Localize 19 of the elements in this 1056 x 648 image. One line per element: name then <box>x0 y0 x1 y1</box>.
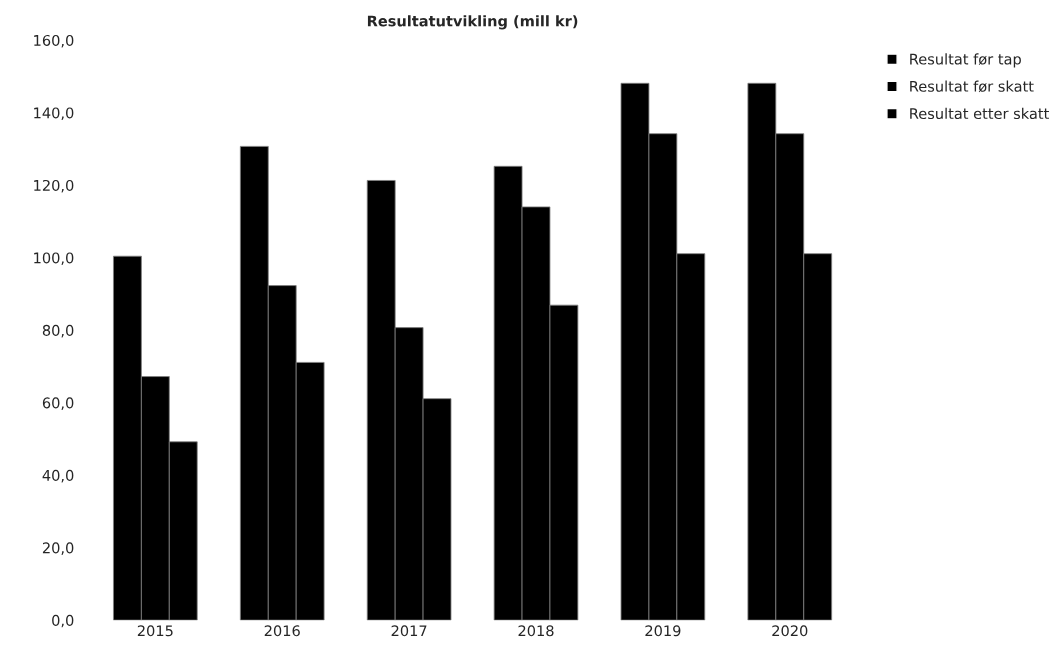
y-tick-label: 160,0 <box>34 34 74 48</box>
y-tick-label: 120,0 <box>34 179 74 193</box>
y-tick-label: 80,0 <box>42 324 74 338</box>
y-tick-label: 140,0 <box>34 107 74 120</box>
y-tick-label: 60,0 <box>42 397 74 410</box>
legend-label: Resultat etter skatt <box>910 107 1049 120</box>
y-tick-label: 100,0 <box>34 252 74 265</box>
y-tick-label: 0,0 <box>52 614 74 628</box>
x-tick-label: 2015 <box>137 625 173 637</box>
chart-title: Resultatutvikling (mill kr) <box>367 15 578 30</box>
legend-label: Resultat før tap <box>910 53 1021 68</box>
y-tick-label: 20,0 <box>42 542 74 555</box>
x-tick-label: 2020 <box>772 625 808 637</box>
x-tick-label: 2017 <box>391 625 427 637</box>
legend-label: Resultat før skatt <box>910 80 1034 93</box>
x-tick-label: 2016 <box>264 625 300 637</box>
y-tick-label: 40,0 <box>42 469 74 483</box>
x-tick-label: 2019 <box>645 625 681 637</box>
x-tick-label: 2018 <box>518 625 554 637</box>
